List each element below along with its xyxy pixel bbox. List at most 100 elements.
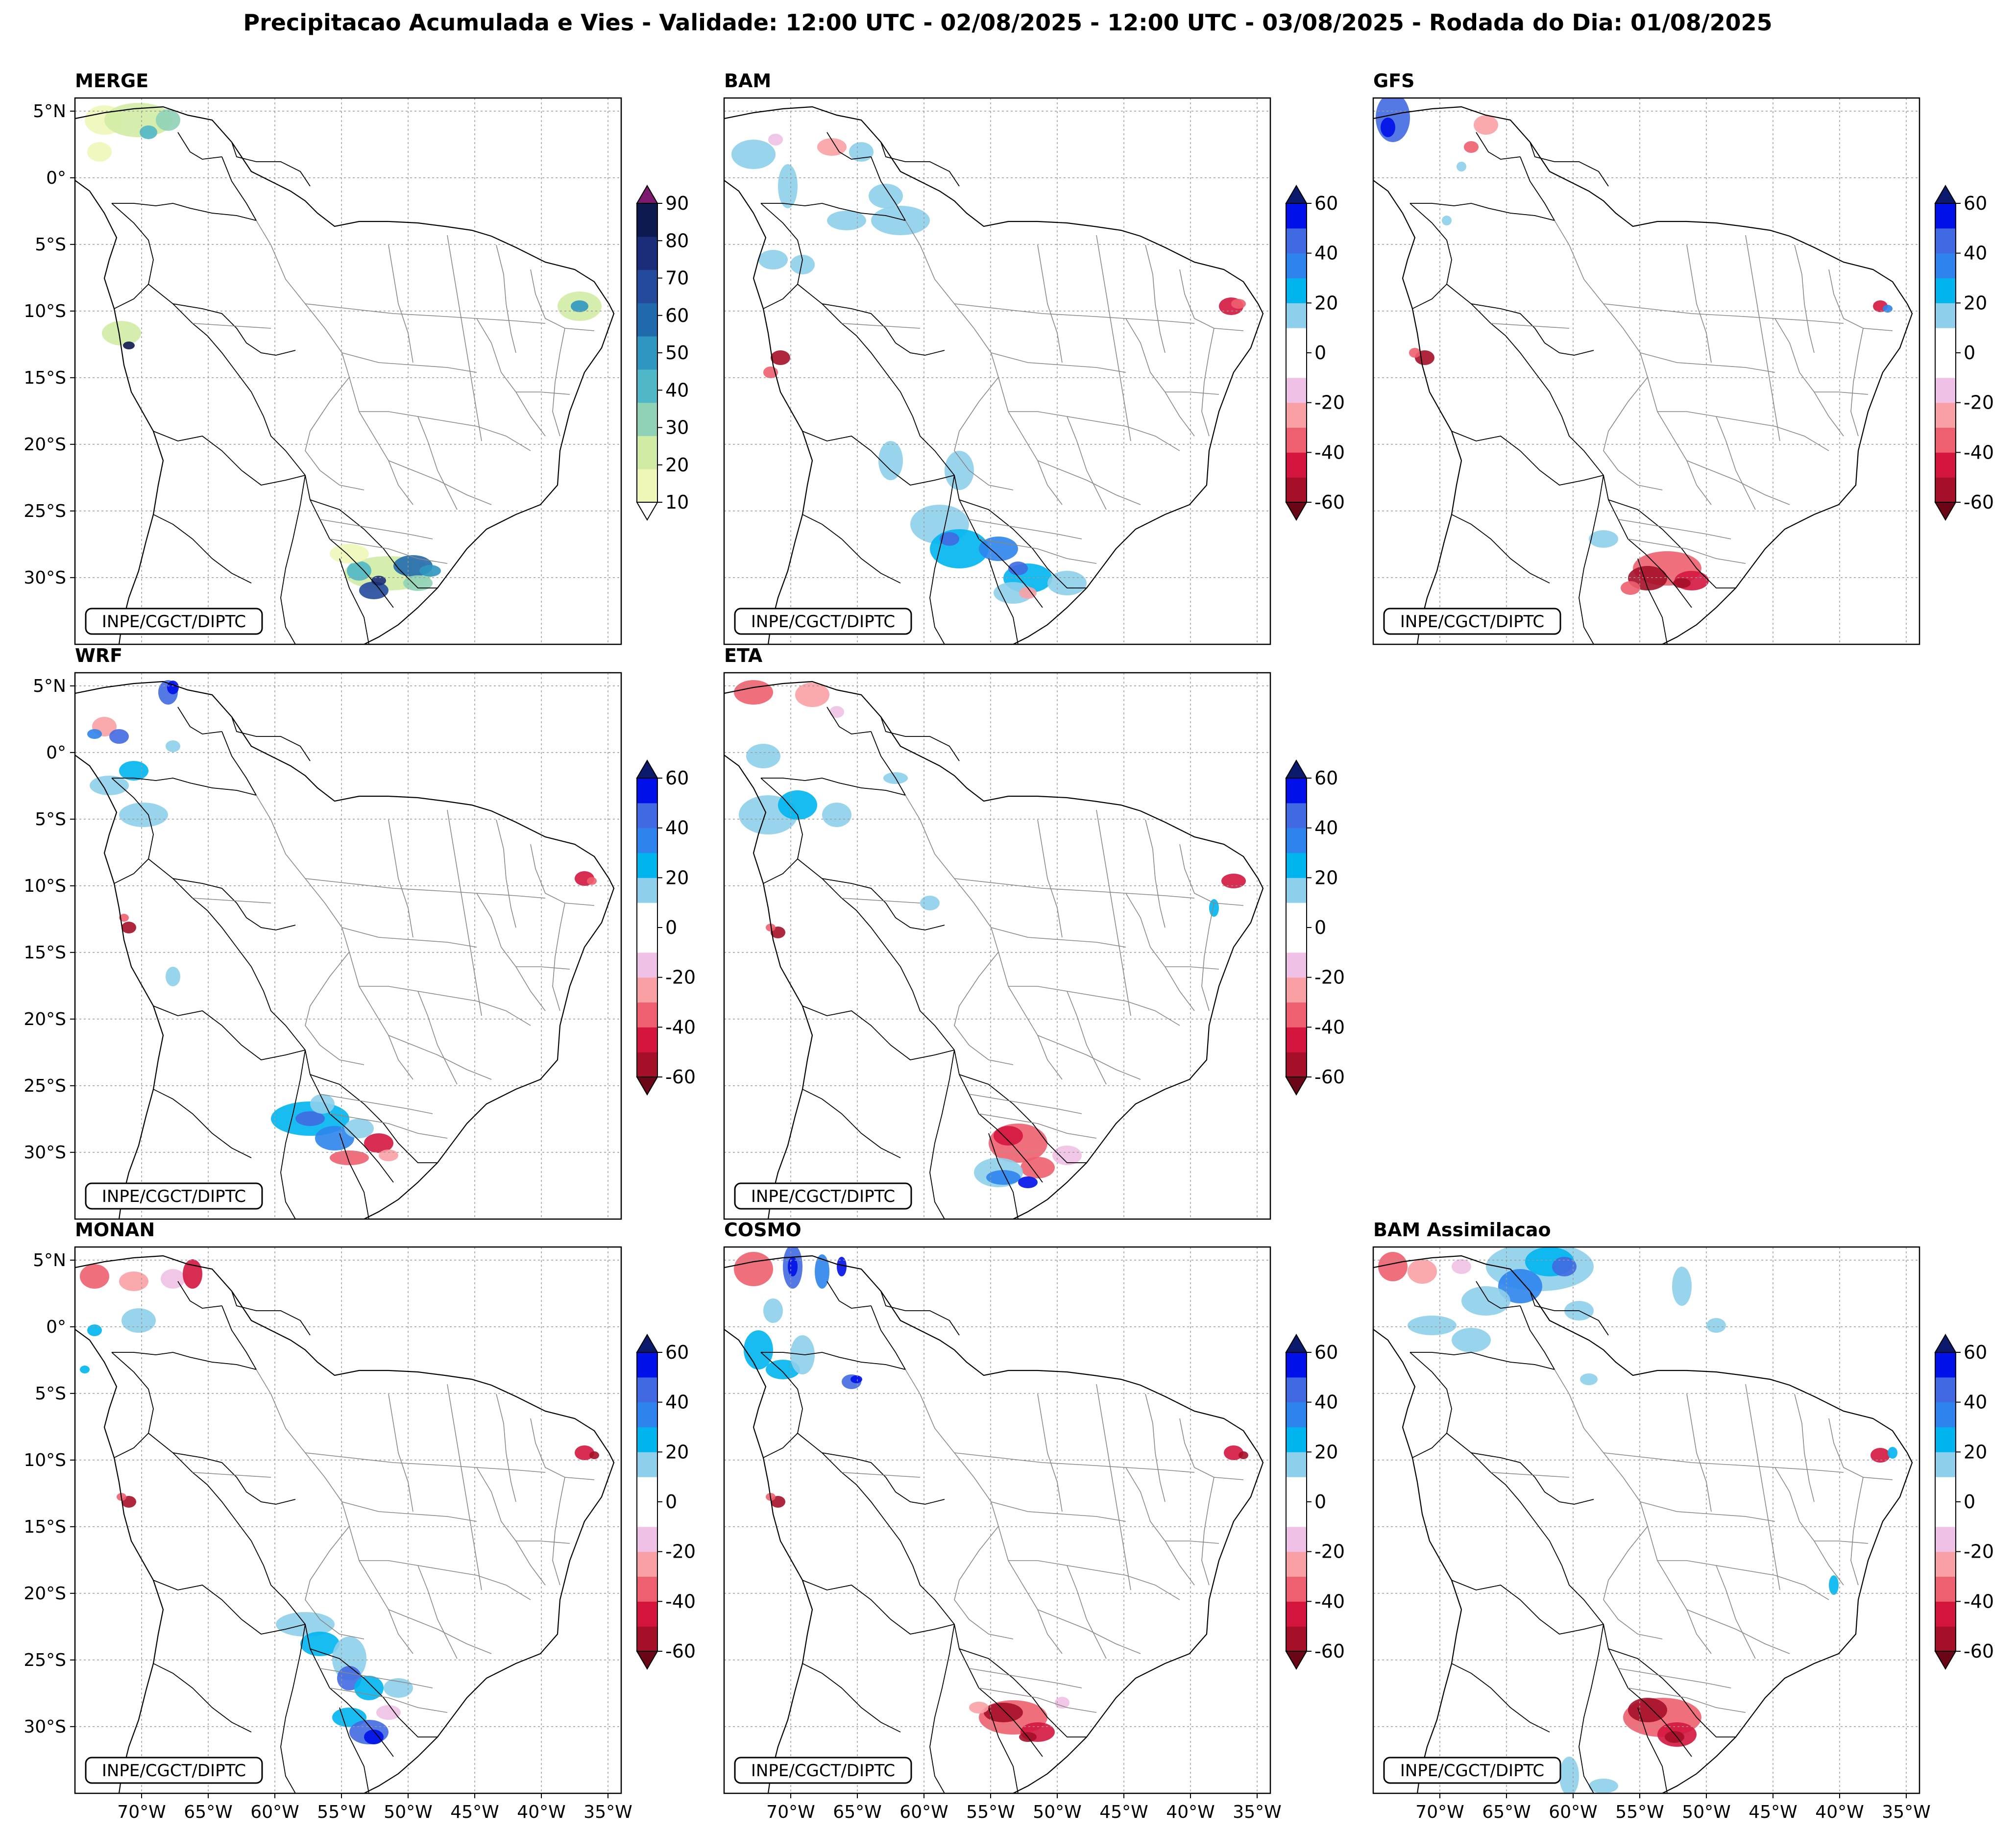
colorbar-swatch (637, 803, 657, 829)
colorbar-swatch (637, 1601, 657, 1627)
map-area (75, 98, 621, 644)
precip-cell (1672, 1267, 1692, 1306)
colorbar-tick-label: 60 (1314, 1342, 1338, 1363)
precip-cell (102, 321, 141, 345)
precip-cell (1239, 1451, 1248, 1459)
colorbar-swatch (637, 878, 657, 903)
precip-cell (871, 206, 930, 235)
precip-cell (731, 140, 776, 169)
colorbar-tick-label: 50 (665, 342, 689, 364)
colorbar-over-arrow (1285, 1334, 1308, 1353)
precip-cell (1589, 1779, 1618, 1793)
precip-cell (1452, 1328, 1491, 1352)
lat-tick-label: 30°S (24, 568, 66, 588)
colorbar-swatch (1286, 1352, 1307, 1378)
precip-cell (795, 683, 829, 707)
colorbar-swatch (637, 828, 657, 853)
precip-cell (1461, 1286, 1510, 1316)
colorbar-swatch (1286, 1551, 1307, 1577)
colorbar-swatch (1935, 1452, 1956, 1477)
colorbar-swatch (1286, 228, 1307, 254)
precip-cell (1580, 1373, 1598, 1385)
precip-cell (364, 1730, 384, 1744)
precip-cell (119, 761, 148, 781)
colorbar-tick-label: -20 (1314, 392, 1345, 414)
colorbar-swatch (1935, 1402, 1956, 1427)
precip-cell (850, 1375, 862, 1383)
colorbar-swatch (1935, 328, 1956, 353)
lat-tick-label: 25°S (24, 1076, 66, 1096)
precip-cell (1408, 1259, 1437, 1284)
colorbar-tick-label: -20 (1964, 1541, 1994, 1563)
field-layer (731, 134, 1246, 604)
map-area (1373, 1247, 1919, 1793)
precip-cell (1381, 118, 1395, 137)
precip-cell (1442, 216, 1452, 225)
panel-cosmo: COSMO INPE/CGCT/DIPTC 70°W 65°W 60°W 55°W 50°W… (723, 1219, 1282, 1822)
colorbar-swatch (1286, 278, 1307, 303)
precip-cell (940, 532, 959, 546)
precip-cell (1378, 1252, 1408, 1281)
credit-box: INPE/CGCT/DIPTC (85, 608, 263, 635)
credit-text: INPE/CGCT/DIPTC (102, 1761, 246, 1781)
colorbar-swatch (637, 469, 657, 503)
credit-text: INPE/CGCT/DIPTC (751, 1187, 895, 1206)
colorbar-over-arrow (1934, 185, 1957, 204)
colorbar-swatch (637, 778, 657, 804)
precip-cell (1883, 305, 1893, 313)
colorbar-over-arrow (1285, 759, 1308, 779)
precip-cell (1628, 1698, 1667, 1722)
lat-tick-label: 30°S (24, 1143, 66, 1163)
lon-tick-label: 45°W (1099, 1802, 1148, 1822)
precip-cell (87, 142, 112, 162)
colorbar-swatch (1286, 903, 1307, 928)
lat-tick-label: 15°S (24, 368, 66, 388)
colorbar-swatch (1286, 828, 1307, 853)
map-frame (74, 1246, 622, 1794)
precip-cell (344, 1119, 374, 1138)
colorbar-tick-label: 0 (1964, 342, 1975, 364)
colorbar-tick-label: 40 (1314, 817, 1338, 839)
colorbar-wrf: 60 40 20 0 -20 -40 -60 (636, 759, 696, 1096)
precip-cell (354, 1676, 384, 1700)
colorbar-swatch (637, 1377, 657, 1403)
colorbar-over-arrow (1285, 185, 1308, 204)
colorbar-bam: 60 40 20 0 -20 -40 -60 (1285, 185, 1345, 521)
precip-cell (140, 125, 157, 139)
colorbar-under-arrow (1934, 1651, 1957, 1670)
colorbar-tick-label: 20 (665, 454, 689, 476)
colorbar-monan: 60 40 20 0 -20 -40 -60 (636, 1334, 696, 1670)
colorbar-tick-label: 40 (665, 817, 689, 839)
colorbar-swatch (1935, 402, 1956, 428)
colorbar-tick-label: 40 (1964, 243, 1987, 264)
colorbar-swatch (637, 1402, 657, 1427)
colorbar-tick-label: 40 (665, 379, 689, 401)
colorbar-under-arrow (1934, 502, 1957, 521)
colorbar-under-arrow (1285, 1076, 1308, 1096)
precip-cell (1409, 348, 1421, 358)
colorbar-eta: 60 40 20 0 -20 -40 -60 (1285, 759, 1345, 1096)
colorbar-under-arrow (636, 1651, 658, 1670)
precip-cell (166, 967, 180, 986)
colorbar-tick-label: -60 (1964, 491, 1994, 513)
field-layer (1376, 98, 1893, 595)
colorbar-swatch (1935, 1502, 1956, 1527)
colorbar-over-arrow (636, 759, 658, 779)
precip-cell (746, 744, 780, 768)
colorbar-swatch (1286, 878, 1307, 903)
colorbar-swatch (1935, 1601, 1956, 1627)
colorbar-swatch (637, 928, 657, 953)
lat-tick-label: 10°S (24, 876, 66, 896)
credit-box: INPE/CGCT/DIPTC (1383, 608, 1561, 635)
colorbar-swatch (1286, 452, 1307, 478)
lat-tick-label: 20°S (24, 1009, 66, 1029)
lon-tick-label: 60°W (899, 1802, 948, 1822)
lat-tick-label: 30°S (24, 1717, 66, 1737)
colorbar-tick-label: 0 (1314, 342, 1326, 364)
colorbar-over-arrow (636, 185, 658, 204)
lon-tick-label: 45°W (450, 1802, 499, 1822)
lon-tick-label: 70°W (1415, 1802, 1464, 1822)
precip-cell (1888, 1447, 1897, 1459)
colorbar-swatch (1935, 1352, 1956, 1378)
map-area (724, 673, 1270, 1219)
